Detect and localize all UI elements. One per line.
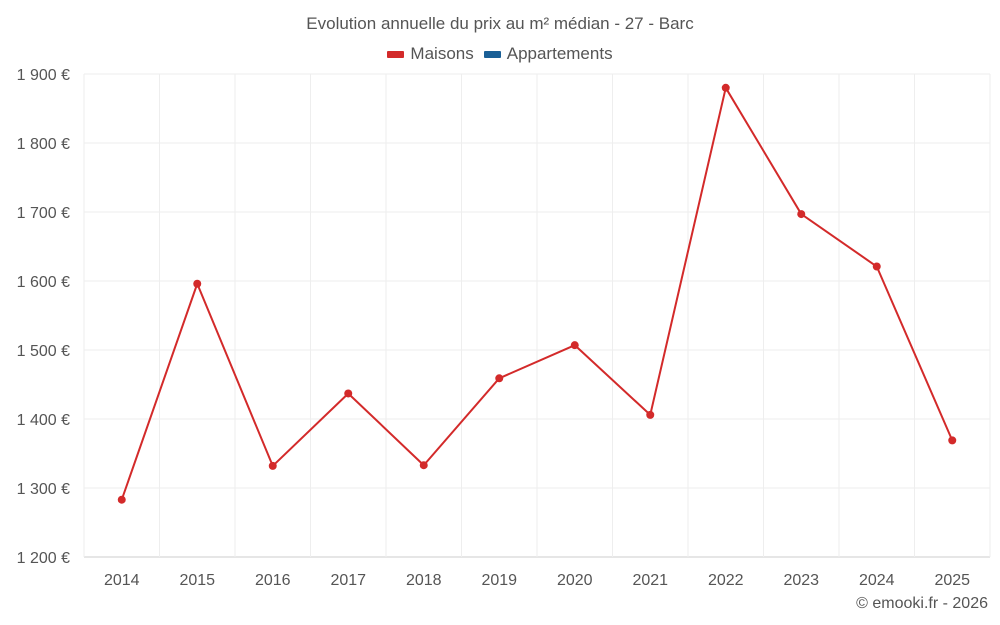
chart-title: Evolution annuelle du prix au m² médian … <box>306 14 694 33</box>
x-tick-label: 2023 <box>783 572 819 589</box>
data-point-maisons <box>117 495 126 504</box>
data-point-maisons <box>948 436 957 445</box>
y-tick-label: 1 600 € <box>17 274 70 291</box>
x-tick-label: 2016 <box>255 572 291 589</box>
y-tick-label: 1 800 € <box>17 136 70 153</box>
y-tick-label: 1 300 € <box>17 481 70 498</box>
x-tick-label: 2015 <box>179 572 215 589</box>
x-tick-label: 2022 <box>708 572 744 589</box>
data-point-maisons <box>872 262 881 271</box>
legend-label-appartements: Appartements <box>506 44 613 63</box>
legend-item-appartements[interactable]: Appartements <box>483 44 613 64</box>
legend-label-maisons: Maisons <box>410 44 474 63</box>
y-tick-label: 1 700 € <box>17 205 70 222</box>
x-gridlines <box>83 74 991 557</box>
x-axis: 2014 2015 2016 2017 2018 2019 2020 2021 2022 2023… <box>104 572 970 589</box>
data-point-maisons <box>797 210 806 219</box>
data-point-maisons <box>721 83 730 92</box>
data-point-maisons <box>268 461 277 470</box>
y-tick-label: 1 900 € <box>17 67 70 84</box>
data-point-maisons <box>344 389 353 398</box>
series-group <box>117 83 957 504</box>
y-tick-label: 1 500 € <box>17 343 70 360</box>
data-point-maisons <box>193 279 202 288</box>
x-tick-label: 2018 <box>406 572 442 589</box>
x-tick-label: 2021 <box>632 572 668 589</box>
y-tick-label: 1 400 € <box>17 412 70 429</box>
x-tick-label: 2017 <box>330 572 366 589</box>
data-point-maisons <box>419 461 428 470</box>
x-tick-label: 2019 <box>481 572 517 589</box>
series-line-maisons <box>120 86 954 501</box>
chart-legend: Maisons Appartements <box>0 44 1000 64</box>
data-point-maisons <box>495 374 504 383</box>
legend-item-maisons[interactable]: Maisons <box>387 44 474 64</box>
y-tick-label: 1 200 € <box>17 550 70 567</box>
x-tick-label: 2020 <box>557 572 593 589</box>
legend-swatch-appartements <box>483 50 501 58</box>
x-tick-label: 2025 <box>934 572 970 589</box>
credit-text: © emooki.fr - 2026 <box>856 595 988 612</box>
data-point-maisons <box>646 410 655 419</box>
legend-swatch-maisons <box>387 50 405 58</box>
y-axis: 1 200 € 1 300 € 1 400 € 1 500 € 1 600 € 1 700… <box>17 67 70 567</box>
data-point-maisons <box>570 341 579 350</box>
x-tick-label: 2024 <box>859 572 895 589</box>
x-tick-label: 2014 <box>104 572 140 589</box>
